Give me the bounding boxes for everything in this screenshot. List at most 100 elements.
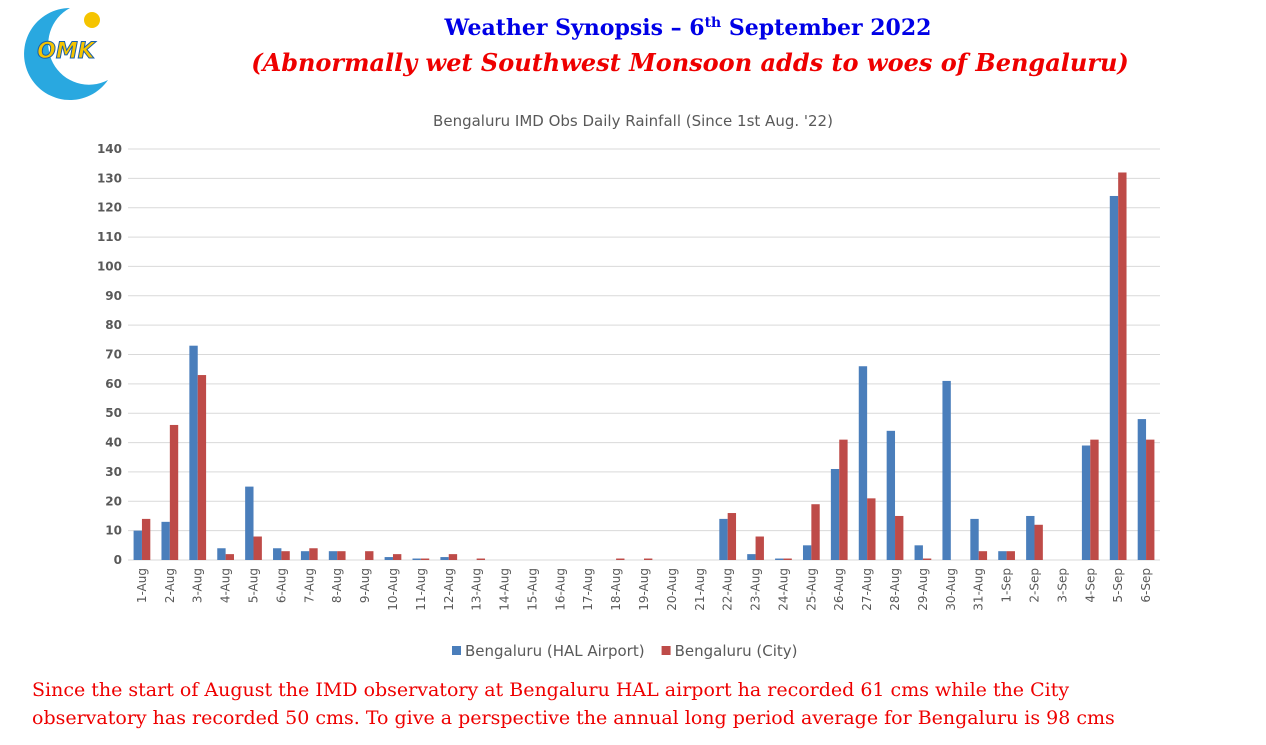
x-tick-label: 27-Aug — [860, 568, 874, 611]
chart-title: Bengaluru IMD Obs Daily Rainfall (Since … — [433, 112, 833, 130]
logo-moon — [24, 8, 108, 100]
y-tick-label: 80 — [105, 318, 122, 332]
y-tick-label: 0 — [114, 553, 122, 567]
bar — [245, 486, 254, 560]
x-tick-label: 19-Aug — [637, 568, 651, 611]
bar — [365, 551, 374, 560]
bar — [476, 558, 486, 560]
x-tick-label: 31-Aug — [972, 568, 986, 611]
bar — [169, 424, 179, 560]
bar — [197, 375, 207, 560]
x-tick-label: 6-Sep — [1139, 568, 1153, 603]
y-tick-label: 40 — [105, 436, 122, 450]
y-tick-label: 100 — [97, 259, 122, 273]
footer-line: observatory has recorded 50 cms. To give… — [32, 707, 1115, 729]
bar — [440, 557, 449, 560]
logo-sun — [84, 12, 100, 28]
x-tick-label: 2-Sep — [1027, 568, 1041, 603]
bar — [1137, 419, 1147, 560]
x-tick-label: 24-Aug — [776, 568, 790, 611]
bar — [189, 345, 198, 560]
y-tick-label: 30 — [105, 465, 122, 479]
bar — [802, 545, 812, 560]
x-tick-label: 8-Aug — [330, 568, 344, 603]
bar — [1146, 439, 1155, 560]
bar — [141, 518, 151, 560]
x-tick-label: 30-Aug — [944, 568, 958, 611]
x-tick-label: 20-Aug — [665, 568, 679, 611]
bar — [719, 518, 728, 560]
y-tick-label: 90 — [105, 289, 122, 303]
bar — [867, 498, 876, 560]
bar — [942, 380, 951, 560]
legend-swatch — [452, 646, 461, 655]
bar — [922, 558, 932, 560]
bar — [747, 554, 756, 560]
bar — [448, 554, 458, 560]
x-tick-label: 18-Aug — [609, 568, 623, 611]
y-tick-label: 140 — [97, 142, 122, 156]
y-tick-label: 70 — [105, 348, 122, 362]
bar — [420, 558, 430, 560]
x-tick-label: 13-Aug — [470, 568, 484, 611]
x-tick-label: 2-Aug — [163, 568, 177, 603]
legend-label: Bengaluru (City) — [675, 642, 798, 660]
x-tick-label: 4-Sep — [1083, 568, 1097, 603]
bar — [998, 551, 1007, 560]
x-tick-label: 23-Aug — [749, 568, 763, 611]
bar — [300, 551, 310, 560]
bar — [1109, 195, 1119, 560]
x-tick-label: 22-Aug — [721, 568, 735, 611]
legend-swatch — [661, 646, 671, 655]
bar — [970, 518, 979, 560]
y-tick-label: 50 — [105, 406, 122, 420]
x-tick-label: 14-Aug — [498, 568, 512, 611]
logo: OMK — [24, 8, 108, 100]
x-tick-label: 15-Aug — [525, 568, 539, 611]
x-tick-label: 9-Aug — [358, 568, 372, 603]
x-tick-label: 25-Aug — [804, 568, 818, 611]
bar — [217, 548, 226, 560]
x-tick-label: 5-Aug — [247, 568, 261, 603]
bar — [225, 554, 234, 560]
footer-line: Since the start of August the IMD observ… — [32, 679, 1069, 701]
bar — [337, 551, 346, 560]
logo-text: OMK — [37, 39, 97, 64]
bar — [384, 557, 393, 560]
x-tick-label: 6-Aug — [274, 568, 288, 603]
slide-subtitle: (Abnormally wet Southwest Monsoon adds t… — [251, 48, 1129, 77]
x-tick-label: 5-Sep — [1111, 568, 1125, 603]
bar — [253, 536, 262, 560]
x-tick-label: 17-Aug — [581, 568, 595, 611]
x-tick-label: 12-Aug — [442, 568, 456, 611]
x-tick-label: 29-Aug — [916, 568, 930, 611]
slide-title: Weather Synopsis – 6th September 2022 — [444, 15, 932, 41]
x-tick-label: 28-Aug — [888, 568, 902, 611]
x-tick-label: 16-Aug — [553, 568, 567, 611]
bar — [1006, 551, 1015, 560]
bar — [412, 558, 421, 560]
title-part: Weather Synopsis – 6 — [444, 15, 705, 41]
bar — [727, 513, 737, 560]
bar — [1090, 439, 1099, 560]
bar — [914, 545, 923, 560]
bar — [309, 548, 318, 560]
title-part: September 2022 — [721, 15, 931, 41]
bar — [830, 468, 840, 560]
x-tick-label: 26-Aug — [832, 568, 846, 611]
bar — [886, 430, 896, 560]
x-tick-label: 10-Aug — [386, 568, 400, 611]
bar — [273, 548, 282, 560]
bar — [161, 521, 170, 560]
legend-label: Bengaluru (HAL Airport) — [465, 642, 645, 660]
x-tick-label: 1-Sep — [1000, 568, 1014, 603]
bar — [281, 551, 290, 560]
y-tick-label: 120 — [97, 201, 122, 215]
y-tick-label: 20 — [105, 494, 122, 508]
bar — [775, 558, 784, 560]
bar — [1081, 445, 1091, 560]
bar — [392, 554, 402, 560]
bar — [755, 536, 764, 560]
x-tick-label: 4-Aug — [219, 568, 233, 603]
